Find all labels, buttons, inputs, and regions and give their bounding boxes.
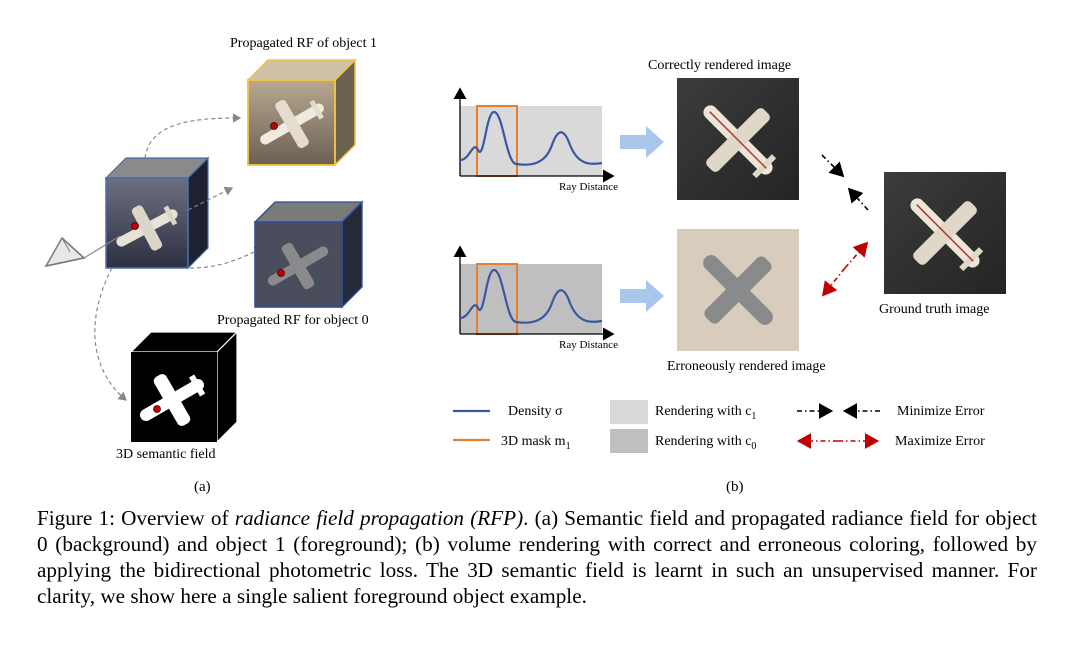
legend-density: Density σ <box>508 404 563 419</box>
maximize-error-arrows <box>821 241 869 297</box>
erroneous-render-image <box>677 229 799 351</box>
object0-radiance-cube <box>253 200 364 309</box>
propagation-arrows <box>94 113 264 401</box>
label-rf-object1: Propagated RF of object 1 <box>230 36 377 51</box>
label-ground-truth: Ground truth image <box>879 302 990 317</box>
subfigure-label-a: (a) <box>194 479 211 495</box>
density-chart-bottom <box>453 245 615 341</box>
scene-cube <box>83 156 210 270</box>
legend-graphics <box>453 400 880 453</box>
minimize-error-arrows <box>821 154 869 211</box>
object1-radiance-cube <box>246 58 357 167</box>
label-correct-render: Correctly rendered image <box>648 58 792 73</box>
label-semantic-field: 3D semantic field <box>116 447 216 462</box>
render-flow-arrows <box>620 126 664 312</box>
caption-body: . (a) Semantic field and propagated radi… <box>37 506 1037 608</box>
figure-1: Propagated RF of object 1 Propagated RF … <box>44 36 1006 495</box>
legend-render-c0: Rendering with c0 <box>655 434 757 452</box>
legend-render-c1: Rendering with c1 <box>655 404 757 422</box>
legend-maximize-error: Maximize Error <box>895 434 985 449</box>
figure-graphics <box>44 58 1006 453</box>
density-chart-top <box>453 87 615 183</box>
label-erroneous-render: Erroneously rendered image <box>667 359 826 374</box>
legend-mask: 3D mask m1 <box>501 434 571 452</box>
camera-icon <box>44 236 86 268</box>
axis-label-ray-distance-bottom: Ray Distance <box>559 339 618 351</box>
legend-minimize-error: Minimize Error <box>897 404 985 419</box>
figure-caption: Figure 1: Overview of radiance field pro… <box>37 505 1037 609</box>
subfigure-label-b: (b) <box>726 479 744 495</box>
ground-truth-image <box>884 172 1006 294</box>
semantic-field-cube <box>129 330 239 444</box>
correct-render-image <box>677 78 799 200</box>
caption-prefix: Figure 1: Overview of <box>37 506 235 530</box>
label-rf-object0: Propagated RF for object 0 <box>217 313 369 328</box>
caption-italic-term: radiance field propagation (RFP) <box>234 506 524 530</box>
axis-label-ray-distance-top: Ray Distance <box>559 181 618 193</box>
